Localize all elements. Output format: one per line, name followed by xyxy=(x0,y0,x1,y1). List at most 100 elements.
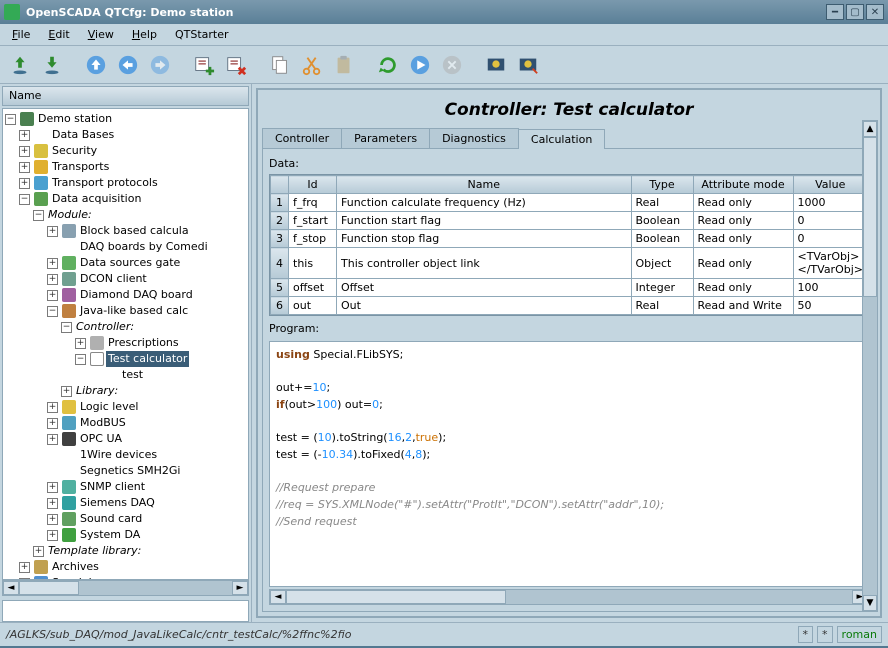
tree-security[interactable]: Security xyxy=(50,143,99,159)
tree-test[interactable]: test xyxy=(120,367,145,383)
tree-siemens[interactable]: Siemens DAQ xyxy=(78,495,157,511)
tool-oscada2-icon[interactable] xyxy=(514,51,542,79)
scroll-down-icon[interactable]: ▼ xyxy=(863,595,877,611)
tree-presc[interactable]: Prescriptions xyxy=(106,335,181,351)
program-hscroll[interactable]: ◄ ► xyxy=(269,589,869,605)
tree-tmpllib[interactable]: Template library: xyxy=(46,543,143,559)
tool-cut-icon[interactable] xyxy=(298,51,326,79)
right-panel: Controller: Test calculator Controller P… xyxy=(252,84,888,622)
daq-icon xyxy=(34,192,48,206)
tree-library[interactable]: Library: xyxy=(74,383,120,399)
tree-header[interactable]: Name xyxy=(2,86,249,106)
tool-refresh-icon[interactable] xyxy=(374,51,402,79)
tool-load-icon[interactable] xyxy=(6,51,34,79)
tab-parameters[interactable]: Parameters xyxy=(341,128,430,148)
tree-testcalc[interactable]: Test calculator xyxy=(106,351,189,367)
tree-gate[interactable]: Data sources gate xyxy=(78,255,182,271)
tree-logic[interactable]: Logic level xyxy=(78,399,140,415)
tool-run-icon[interactable] xyxy=(406,51,434,79)
col-id[interactable]: Id xyxy=(289,176,337,194)
logic-icon xyxy=(62,400,76,414)
tool-copy-icon[interactable] xyxy=(266,51,294,79)
tool-up-icon[interactable] xyxy=(82,51,110,79)
table-row[interactable]: 4thisThis controller object linkObjectRe… xyxy=(271,248,868,279)
menu-view[interactable]: View xyxy=(80,26,122,43)
tool-back-icon[interactable] xyxy=(114,51,142,79)
tree-specials[interactable]: Specials xyxy=(50,575,99,580)
menu-file[interactable]: File xyxy=(4,26,38,43)
dcon-icon xyxy=(62,272,76,286)
menu-help[interactable]: Help xyxy=(124,26,165,43)
tree-module[interactable]: Module: xyxy=(46,207,94,223)
tool-additem-icon[interactable] xyxy=(190,51,218,79)
col-value[interactable]: Value xyxy=(793,176,868,194)
tree-block[interactable]: Block based calcula xyxy=(78,223,191,239)
status-ind1[interactable]: * xyxy=(798,626,814,643)
close-button[interactable]: ✕ xyxy=(866,4,884,20)
table-row[interactable]: 3f_stopFunction stop flagBooleanRead onl… xyxy=(271,230,868,248)
tool-oscada1-icon[interactable] xyxy=(482,51,510,79)
menu-qtstarter[interactable]: QTStarter xyxy=(167,26,237,43)
data-table[interactable]: Id Name Type Attribute mode Value 1f_frq… xyxy=(269,174,869,316)
sysda-icon xyxy=(62,528,76,542)
tree-sysda[interactable]: System DA xyxy=(78,527,142,543)
nav-tree[interactable]: −Demo station +Data Bases +Security +Tra… xyxy=(2,108,249,580)
col-type[interactable]: Type xyxy=(631,176,693,194)
tab-controller[interactable]: Controller xyxy=(262,128,342,148)
tree-hscroll[interactable]: ◄ ► xyxy=(2,580,249,596)
block-icon xyxy=(62,224,76,238)
status-ind2[interactable]: * xyxy=(817,626,833,643)
tree-tprotocols[interactable]: Transport protocols xyxy=(50,175,160,191)
test-icon xyxy=(104,368,118,382)
left-panel: Name −Demo station +Data Bases +Security… xyxy=(0,84,252,622)
minimize-button[interactable]: ━ xyxy=(826,4,844,20)
tree-daq[interactable]: Data acquisition xyxy=(50,191,143,207)
table-row[interactable]: 2f_startFunction start flagBooleanRead o… xyxy=(271,212,868,230)
col-name[interactable]: Name xyxy=(337,176,632,194)
scroll-right-icon[interactable]: ► xyxy=(232,581,248,595)
tool-forward-icon[interactable] xyxy=(146,51,174,79)
tree-archives[interactable]: Archives xyxy=(50,559,101,575)
panel-vscroll[interactable]: ▲ ▼ xyxy=(862,120,878,612)
tree-onewire[interactable]: 1Wire devices xyxy=(78,447,159,463)
tree-java[interactable]: Java-like based calc xyxy=(78,303,190,319)
search-input[interactable] xyxy=(2,600,249,622)
opc-icon xyxy=(62,432,76,446)
snmp-icon xyxy=(62,480,76,494)
tab-diagnostics[interactable]: Diagnostics xyxy=(429,128,519,148)
col-attr[interactable]: Attribute mode xyxy=(693,176,793,194)
tree-transports[interactable]: Transports xyxy=(50,159,111,175)
specials-icon xyxy=(34,576,48,580)
statusbar: /AGLKS/sub_DAQ/mod_JavaLikeCalc/cntr_tes… xyxy=(0,622,888,646)
tree-controller[interactable]: Controller: xyxy=(74,319,136,335)
tool-paste-icon[interactable] xyxy=(330,51,358,79)
table-row[interactable]: 1f_frqFunction calculate frequency (Hz)R… xyxy=(271,194,868,212)
security-icon xyxy=(34,144,48,158)
tree-snmp[interactable]: SNMP client xyxy=(78,479,147,495)
scroll-up-icon[interactable]: ▲ xyxy=(863,121,877,137)
tree-opc[interactable]: OPC UA xyxy=(78,431,124,447)
scroll-left-icon[interactable]: ◄ xyxy=(3,581,19,595)
tree-segnetics[interactable]: Segnetics SMH2Gi xyxy=(78,463,182,479)
testcalc-icon xyxy=(90,352,104,366)
table-row[interactable]: 5offsetOffsetIntegerRead only100 xyxy=(271,279,868,297)
status-user[interactable]: roman xyxy=(837,626,882,643)
tree-root[interactable]: Demo station xyxy=(36,111,114,127)
tab-calculation[interactable]: Calculation xyxy=(518,129,605,149)
maximize-button[interactable]: ▢ xyxy=(846,4,864,20)
comedi-icon xyxy=(62,240,76,254)
tool-delitem-icon[interactable] xyxy=(222,51,250,79)
tree-sound[interactable]: Sound card xyxy=(78,511,144,527)
presc-icon xyxy=(90,336,104,350)
tree-dcon[interactable]: DCON client xyxy=(78,271,149,287)
table-row[interactable]: 6outOutRealRead and Write50 xyxy=(271,297,868,315)
menu-edit[interactable]: Edit xyxy=(40,26,77,43)
tree-diamond[interactable]: Diamond DAQ board xyxy=(78,287,195,303)
scroll-left-icon[interactable]: ◄ xyxy=(270,590,286,604)
program-editor[interactable]: using Special.FLibSYS; out+=10; if(out>1… xyxy=(269,341,869,587)
tree-modbus[interactable]: ModBUS xyxy=(78,415,128,431)
tool-save-icon[interactable] xyxy=(38,51,66,79)
tool-stop-icon[interactable] xyxy=(438,51,466,79)
tree-databases[interactable]: Data Bases xyxy=(50,127,116,143)
tree-comedi[interactable]: DAQ boards by Comedi xyxy=(78,239,210,255)
